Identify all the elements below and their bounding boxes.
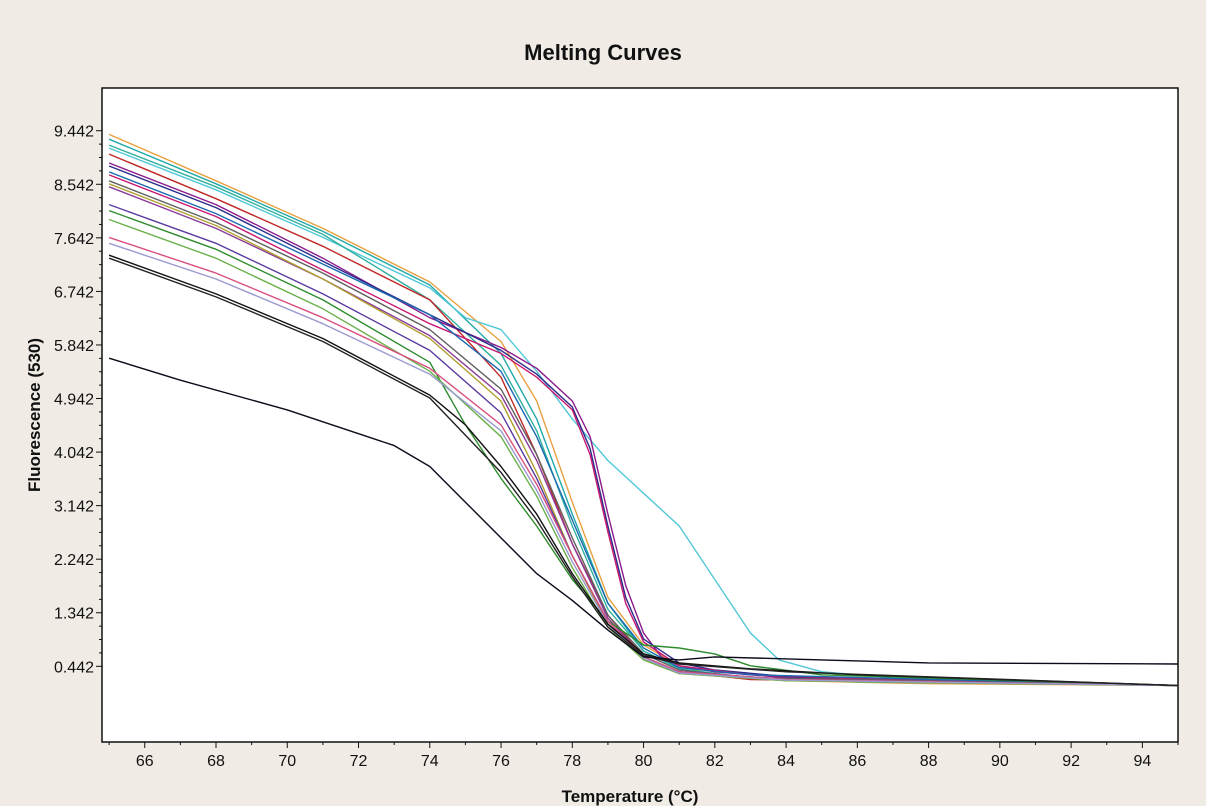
y-tick-label: 8.542 [54, 177, 94, 194]
x-tick-label: 92 [1062, 753, 1080, 770]
series-line-16 [108, 236, 1179, 687]
y-tick-label: 3.142 [54, 499, 94, 516]
series-line-10 [108, 180, 1179, 687]
x-tick-label: 66 [136, 753, 154, 770]
x-tick-label: 78 [563, 753, 581, 770]
y-axis-label: Fluorescence (530) [25, 338, 44, 492]
x-tick-label: 74 [421, 753, 439, 770]
x-axis-ticks: 66 68 70 72 74 76 78 80 82 84 86 88 90 92 94 [108, 742, 1179, 770]
series-line-9 [108, 171, 1179, 687]
y-tick-label: 5.842 [54, 338, 94, 355]
x-tick-label: 70 [278, 753, 296, 770]
x-tick-label: 80 [635, 753, 653, 770]
series-layer [108, 133, 1179, 687]
series-line-3 [108, 147, 1179, 687]
y-tick-label: 4.942 [54, 392, 94, 409]
y-axis-ticks: 0.442 1.342 2.242 3.142 4.042 4.942 5.842 6.742… [54, 124, 102, 676]
x-tick-label: 86 [848, 753, 866, 770]
x-tick-label: 84 [777, 753, 795, 770]
x-tick-label: 94 [1133, 753, 1151, 770]
x-tick-label: 90 [991, 753, 1009, 770]
x-tick-label: 76 [492, 753, 510, 770]
y-tick-label: 6.742 [54, 284, 94, 301]
x-axis-label: Temperature (°C) [562, 787, 699, 806]
y-tick-label: 4.042 [54, 445, 94, 462]
series-line-20 [108, 357, 1179, 665]
chart-title: Melting Curves [524, 40, 682, 65]
x-tick-label: 72 [350, 753, 368, 770]
x-tick-label: 68 [207, 753, 225, 770]
y-tick-label: 7.642 [54, 231, 94, 248]
x-tick-label: 88 [920, 753, 938, 770]
series-line-7 [108, 165, 1179, 687]
y-tick-label: 9.442 [54, 124, 94, 141]
x-tick-label: 82 [706, 753, 724, 770]
y-tick-label: 2.242 [54, 552, 94, 569]
series-line-14 [108, 209, 1179, 687]
series-line-19 [108, 257, 1179, 687]
series-line-17 [108, 242, 1179, 687]
y-tick-label: 1.342 [54, 606, 94, 623]
y-tick-label: 0.442 [54, 659, 94, 676]
